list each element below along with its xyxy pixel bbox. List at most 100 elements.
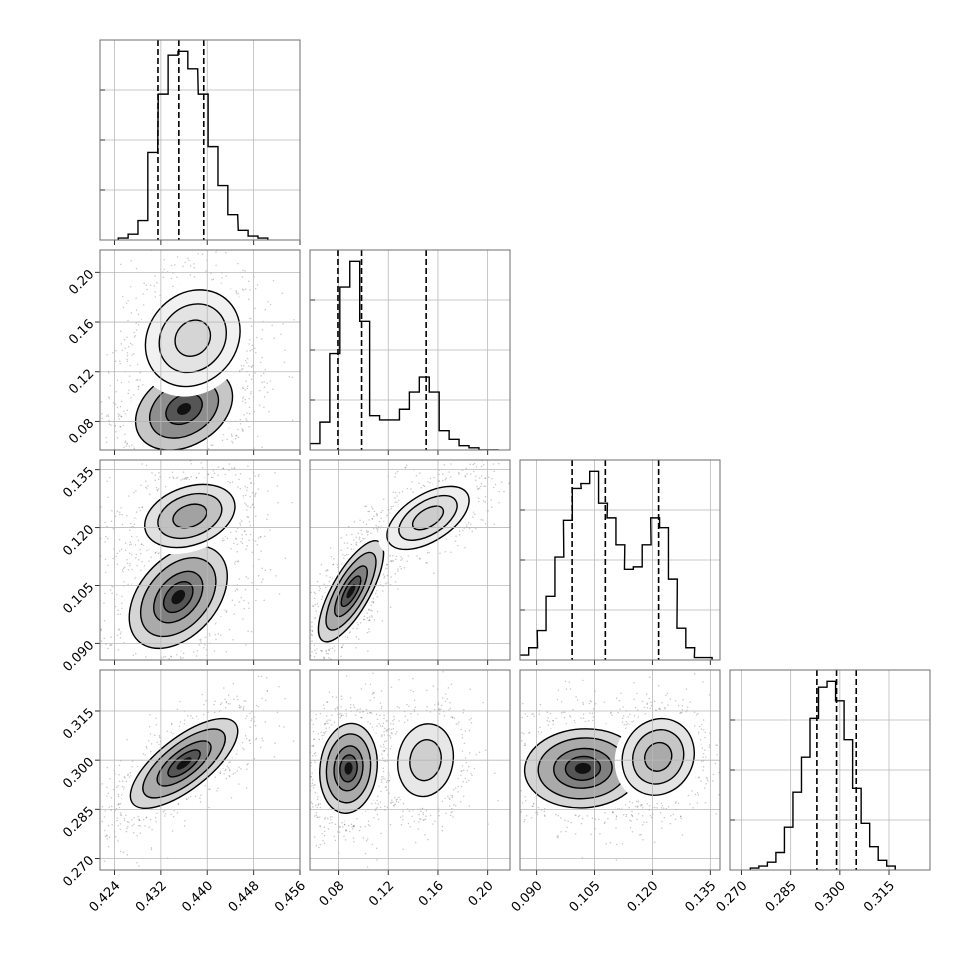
contour-level-1-2 <box>172 503 208 529</box>
scatter-point <box>121 569 124 571</box>
scatter-point <box>68 508 70 510</box>
scatter-point <box>264 569 267 572</box>
scatter-point <box>212 278 215 281</box>
scatter-point <box>310 633 313 636</box>
scatter-point <box>360 529 363 531</box>
scatter-point <box>329 547 332 549</box>
scatter-point <box>118 550 121 552</box>
scatter-point <box>241 428 243 430</box>
scatter-point <box>246 350 248 352</box>
scatter-point <box>114 515 117 517</box>
scatter-point <box>246 385 249 387</box>
scatter-point <box>101 468 103 470</box>
scatter-point <box>188 259 190 261</box>
scatter-point <box>180 467 182 469</box>
scatter-point <box>231 467 233 469</box>
scatter-point <box>392 555 394 557</box>
scatter-point <box>116 634 119 636</box>
scatter-point <box>263 599 265 601</box>
scatter-point <box>241 367 244 370</box>
scatter-point <box>340 536 342 539</box>
scatter-point <box>394 572 397 575</box>
scatter-point <box>133 447 136 450</box>
scatter-point <box>224 455 226 457</box>
scatter-point <box>248 406 251 409</box>
scatter-point <box>246 387 249 390</box>
scatter-point <box>131 568 133 571</box>
scatter-point <box>205 471 207 473</box>
scatter-point <box>95 603 97 605</box>
scatter-point <box>328 649 330 651</box>
scatter-point <box>198 458 200 460</box>
scatter-point <box>104 521 106 524</box>
scatter-point <box>242 495 245 497</box>
scatter-point <box>254 540 257 542</box>
scatter-point <box>355 541 358 544</box>
scatter-point <box>130 312 133 314</box>
scatter-point <box>223 539 225 542</box>
scatter-point <box>112 351 114 354</box>
scatter-point <box>143 664 145 666</box>
scatter-point <box>116 455 118 457</box>
scatter-point <box>382 590 384 592</box>
scatter-point <box>225 275 227 277</box>
scatter-point <box>250 481 252 484</box>
scatter-point <box>95 618 97 620</box>
scatter-point <box>222 467 225 469</box>
scatter-point <box>139 549 141 551</box>
scatter-point <box>103 619 106 622</box>
scatter-point <box>258 404 261 406</box>
scatter-point <box>249 477 251 480</box>
scatter-point <box>136 564 138 567</box>
scatter-point <box>340 655 342 658</box>
scatter-point <box>183 478 186 480</box>
scatter-point <box>349 631 352 633</box>
scatter-point <box>127 319 129 322</box>
scatter-point <box>221 540 224 542</box>
scatter-point <box>217 474 219 476</box>
scatter-point <box>244 502 246 505</box>
scatter-point <box>392 491 394 494</box>
scatter-point <box>120 507 122 509</box>
scatter-point <box>363 618 365 621</box>
scatter-point <box>126 336 128 339</box>
scatter-point <box>90 564 92 566</box>
scatter-point <box>235 538 237 540</box>
scatter-point <box>358 538 361 540</box>
scatter-point <box>198 644 201 646</box>
scatter-point <box>307 690 309 692</box>
scatter-point <box>147 485 149 487</box>
scatter-point <box>144 486 147 489</box>
scatter-point <box>251 349 253 351</box>
scatter-point <box>138 461 140 463</box>
scatter-point <box>325 666 327 668</box>
scatter-point <box>249 524 252 527</box>
scatter-point <box>243 530 246 533</box>
scatter-point <box>314 616 316 619</box>
scatter-point <box>246 489 248 492</box>
scatter-point <box>302 649 304 651</box>
scatter-point <box>137 455 139 457</box>
scatter-point <box>233 542 235 545</box>
scatter-point <box>350 543 353 546</box>
scatter-point <box>397 588 399 590</box>
scatter-point <box>246 357 249 360</box>
scatter-point <box>311 630 314 632</box>
scatter-point <box>122 570 124 573</box>
scatter-point <box>304 662 306 664</box>
scatter-point <box>107 396 110 398</box>
scatter-point <box>130 396 132 399</box>
scatter-point <box>244 402 247 404</box>
scatter-point <box>125 458 127 460</box>
scatter-point <box>167 452 169 454</box>
scatter-point <box>282 665 284 667</box>
scatter-point <box>380 511 382 513</box>
scatter-point <box>271 324 273 327</box>
scatter-point <box>371 506 373 508</box>
scatter-point <box>365 505 367 508</box>
scatter-point <box>119 633 122 635</box>
scatter-point <box>243 493 245 495</box>
scatter-point <box>346 542 348 544</box>
scatter-point <box>386 567 388 569</box>
scatter-point <box>129 522 132 525</box>
